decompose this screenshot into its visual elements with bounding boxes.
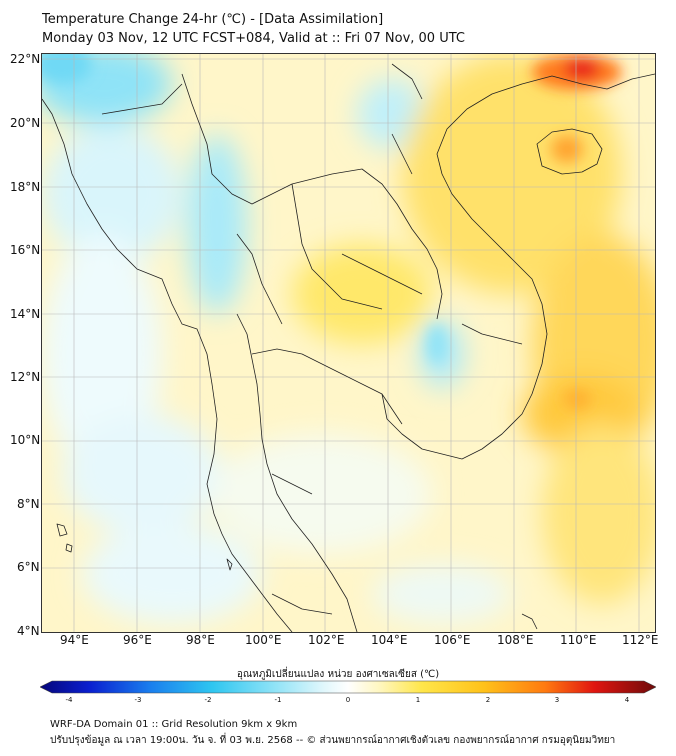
lon-label-96e: 96°E bbox=[123, 633, 152, 647]
lon-label-104e: 104°E bbox=[371, 633, 408, 647]
lon-label-100e: 100°E bbox=[245, 633, 282, 647]
map-canvas bbox=[42, 54, 655, 632]
colorbar-title: อุณหภูมิเปลี่ยนแปลง หน่วย องศาเซลเซียส (… bbox=[236, 669, 440, 680]
lon-label-102e: 102°E bbox=[308, 633, 345, 647]
colorbar-gradient bbox=[40, 680, 656, 694]
lat-label-14n: 14°N bbox=[10, 307, 41, 321]
lat-label-22n: 22°N bbox=[10, 52, 41, 66]
temperature-field-broad bbox=[42, 54, 655, 624]
lon-label-110e: 110°E bbox=[560, 633, 597, 647]
lat-label-6n: 6°N bbox=[17, 560, 40, 574]
lat-label-16n: 16°N bbox=[10, 243, 41, 257]
map-gridlines bbox=[42, 54, 655, 632]
colorbar-tick: -4 bbox=[65, 696, 73, 704]
temperature-change-map bbox=[41, 53, 656, 633]
colorbar-tick: -3 bbox=[134, 696, 142, 704]
colorbar-tick: 3 bbox=[554, 696, 560, 704]
lat-label-20n: 20°N bbox=[10, 116, 41, 130]
colorbar bbox=[40, 680, 656, 694]
lat-label-10n: 10°N bbox=[10, 433, 41, 447]
colorbar-tick: 2 bbox=[485, 696, 491, 704]
map-title: Temperature Change 24-hr (℃) - [Data Ass… bbox=[42, 12, 384, 27]
colorbar-tick: -1 bbox=[274, 696, 282, 704]
lat-label-18n: 18°N bbox=[10, 180, 41, 194]
lon-label-94e: 94°E bbox=[60, 633, 89, 647]
coastlines-and-borders bbox=[42, 63, 655, 632]
lon-label-98e: 98°E bbox=[186, 633, 215, 647]
map-subtitle: Monday 03 Nov, 12 UTC FCST+084, Valid at… bbox=[42, 31, 465, 46]
colorbar-tick: -2 bbox=[204, 696, 212, 704]
lat-label-8n: 8°N bbox=[17, 497, 40, 511]
temperature-field-hotspots bbox=[42, 54, 622, 409]
lon-label-112e: 112°E bbox=[622, 633, 659, 647]
lat-label-12n: 12°N bbox=[10, 370, 41, 384]
lon-label-108e: 108°E bbox=[497, 633, 534, 647]
colorbar-tick: 0 bbox=[345, 696, 351, 704]
lat-label-4n: 4°N bbox=[17, 624, 40, 638]
lon-label-106e: 106°E bbox=[434, 633, 471, 647]
footer-model-info: WRF-DA Domain 01 :: Grid Resolution 9km … bbox=[50, 719, 298, 730]
colorbar-tick: 1 bbox=[415, 696, 421, 704]
colorbar-tick: 4 bbox=[624, 696, 630, 704]
footer-credit: ปรับปรุงข้อมูล ณ เวลา 19:00น. วัน จ. ที่… bbox=[50, 735, 616, 746]
